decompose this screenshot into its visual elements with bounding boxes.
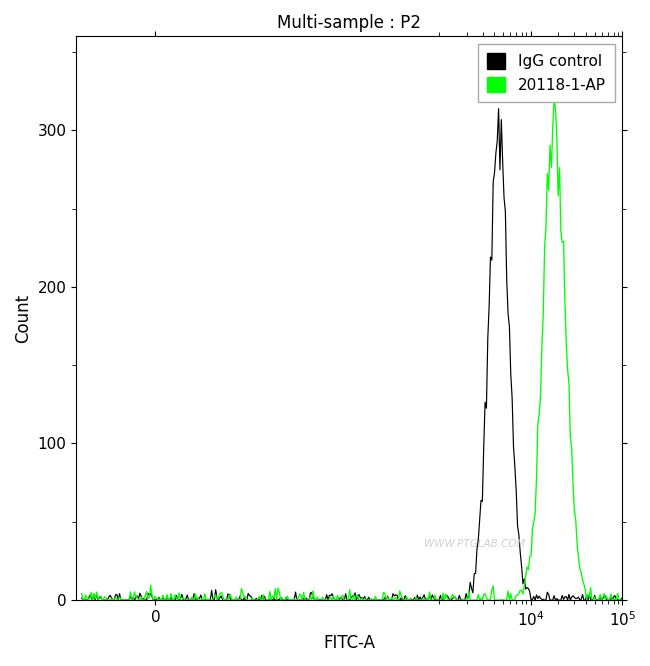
IgG control bbox=[255, 595, 263, 603]
20118-1-AP bbox=[550, 96, 558, 104]
Line: IgG control: IgG control bbox=[82, 109, 622, 600]
20118-1-AP bbox=[293, 595, 301, 603]
IgG control bbox=[469, 589, 477, 597]
IgG control bbox=[79, 596, 87, 604]
IgG control bbox=[293, 596, 301, 604]
Legend: IgG control, 20118-1-AP: IgG control, 20118-1-AP bbox=[478, 44, 615, 102]
20118-1-AP bbox=[419, 595, 426, 603]
Line: 20118-1-AP: 20118-1-AP bbox=[82, 100, 622, 600]
20118-1-AP bbox=[79, 596, 87, 604]
20118-1-AP bbox=[144, 595, 152, 603]
20118-1-AP bbox=[618, 596, 626, 604]
IgG control bbox=[495, 105, 502, 113]
20118-1-AP bbox=[255, 593, 263, 601]
IgG control bbox=[419, 593, 426, 601]
20118-1-AP bbox=[469, 596, 477, 604]
IgG control bbox=[144, 589, 152, 597]
X-axis label: FITC-A: FITC-A bbox=[323, 634, 375, 652]
Text: WWW.PTGLAB.COM: WWW.PTGLAB.COM bbox=[424, 539, 526, 549]
IgG control bbox=[618, 594, 626, 602]
Title: Multi-sample : P2: Multi-sample : P2 bbox=[278, 14, 421, 32]
20118-1-AP bbox=[472, 596, 480, 604]
20118-1-AP bbox=[78, 589, 86, 597]
IgG control bbox=[78, 594, 86, 602]
IgG control bbox=[472, 569, 480, 577]
Y-axis label: Count: Count bbox=[14, 294, 32, 343]
